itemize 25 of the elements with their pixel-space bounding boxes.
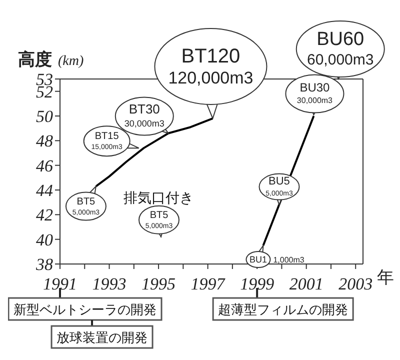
text: 超薄型フィルムの開発: [218, 302, 348, 317]
y-tick-label: 50: [36, 107, 54, 126]
x-tick-label: 1999: [240, 274, 275, 294]
x-tick-label: 2003: [338, 274, 373, 294]
x-tick-label: 2001: [289, 274, 324, 294]
y-tick-label: 44: [36, 181, 54, 200]
y-tick-label: 42: [36, 206, 54, 225]
annotation: BU30 30,000m3: [296, 80, 334, 106]
x-tick-label: 1995: [142, 274, 176, 294]
annotation: 排気口付き: [124, 189, 194, 206]
y-axis-title: 高度 (km): [18, 50, 84, 69]
text: BU60 60,000m3: [307, 29, 374, 69]
x-tick-label: 1991: [43, 274, 77, 294]
y-tick-label: 46: [36, 156, 54, 176]
y-tick-label: 40: [36, 230, 54, 250]
text: 放球装置の開発: [56, 330, 148, 345]
y-tick-label: 48: [36, 132, 54, 151]
x-tick-label: 1997: [190, 274, 226, 294]
x-axis-title: 年: [377, 268, 394, 287]
y-tick-label: 38: [35, 255, 54, 274]
annotation: BT30 30,000m3: [124, 102, 164, 129]
annotation: BT120 120,000m3: [168, 45, 254, 88]
x-tick-label: 1993: [92, 274, 126, 294]
text: 新型ベルトシーラの開発: [14, 302, 156, 317]
annotation: BU1 1,000m3: [249, 254, 305, 265]
